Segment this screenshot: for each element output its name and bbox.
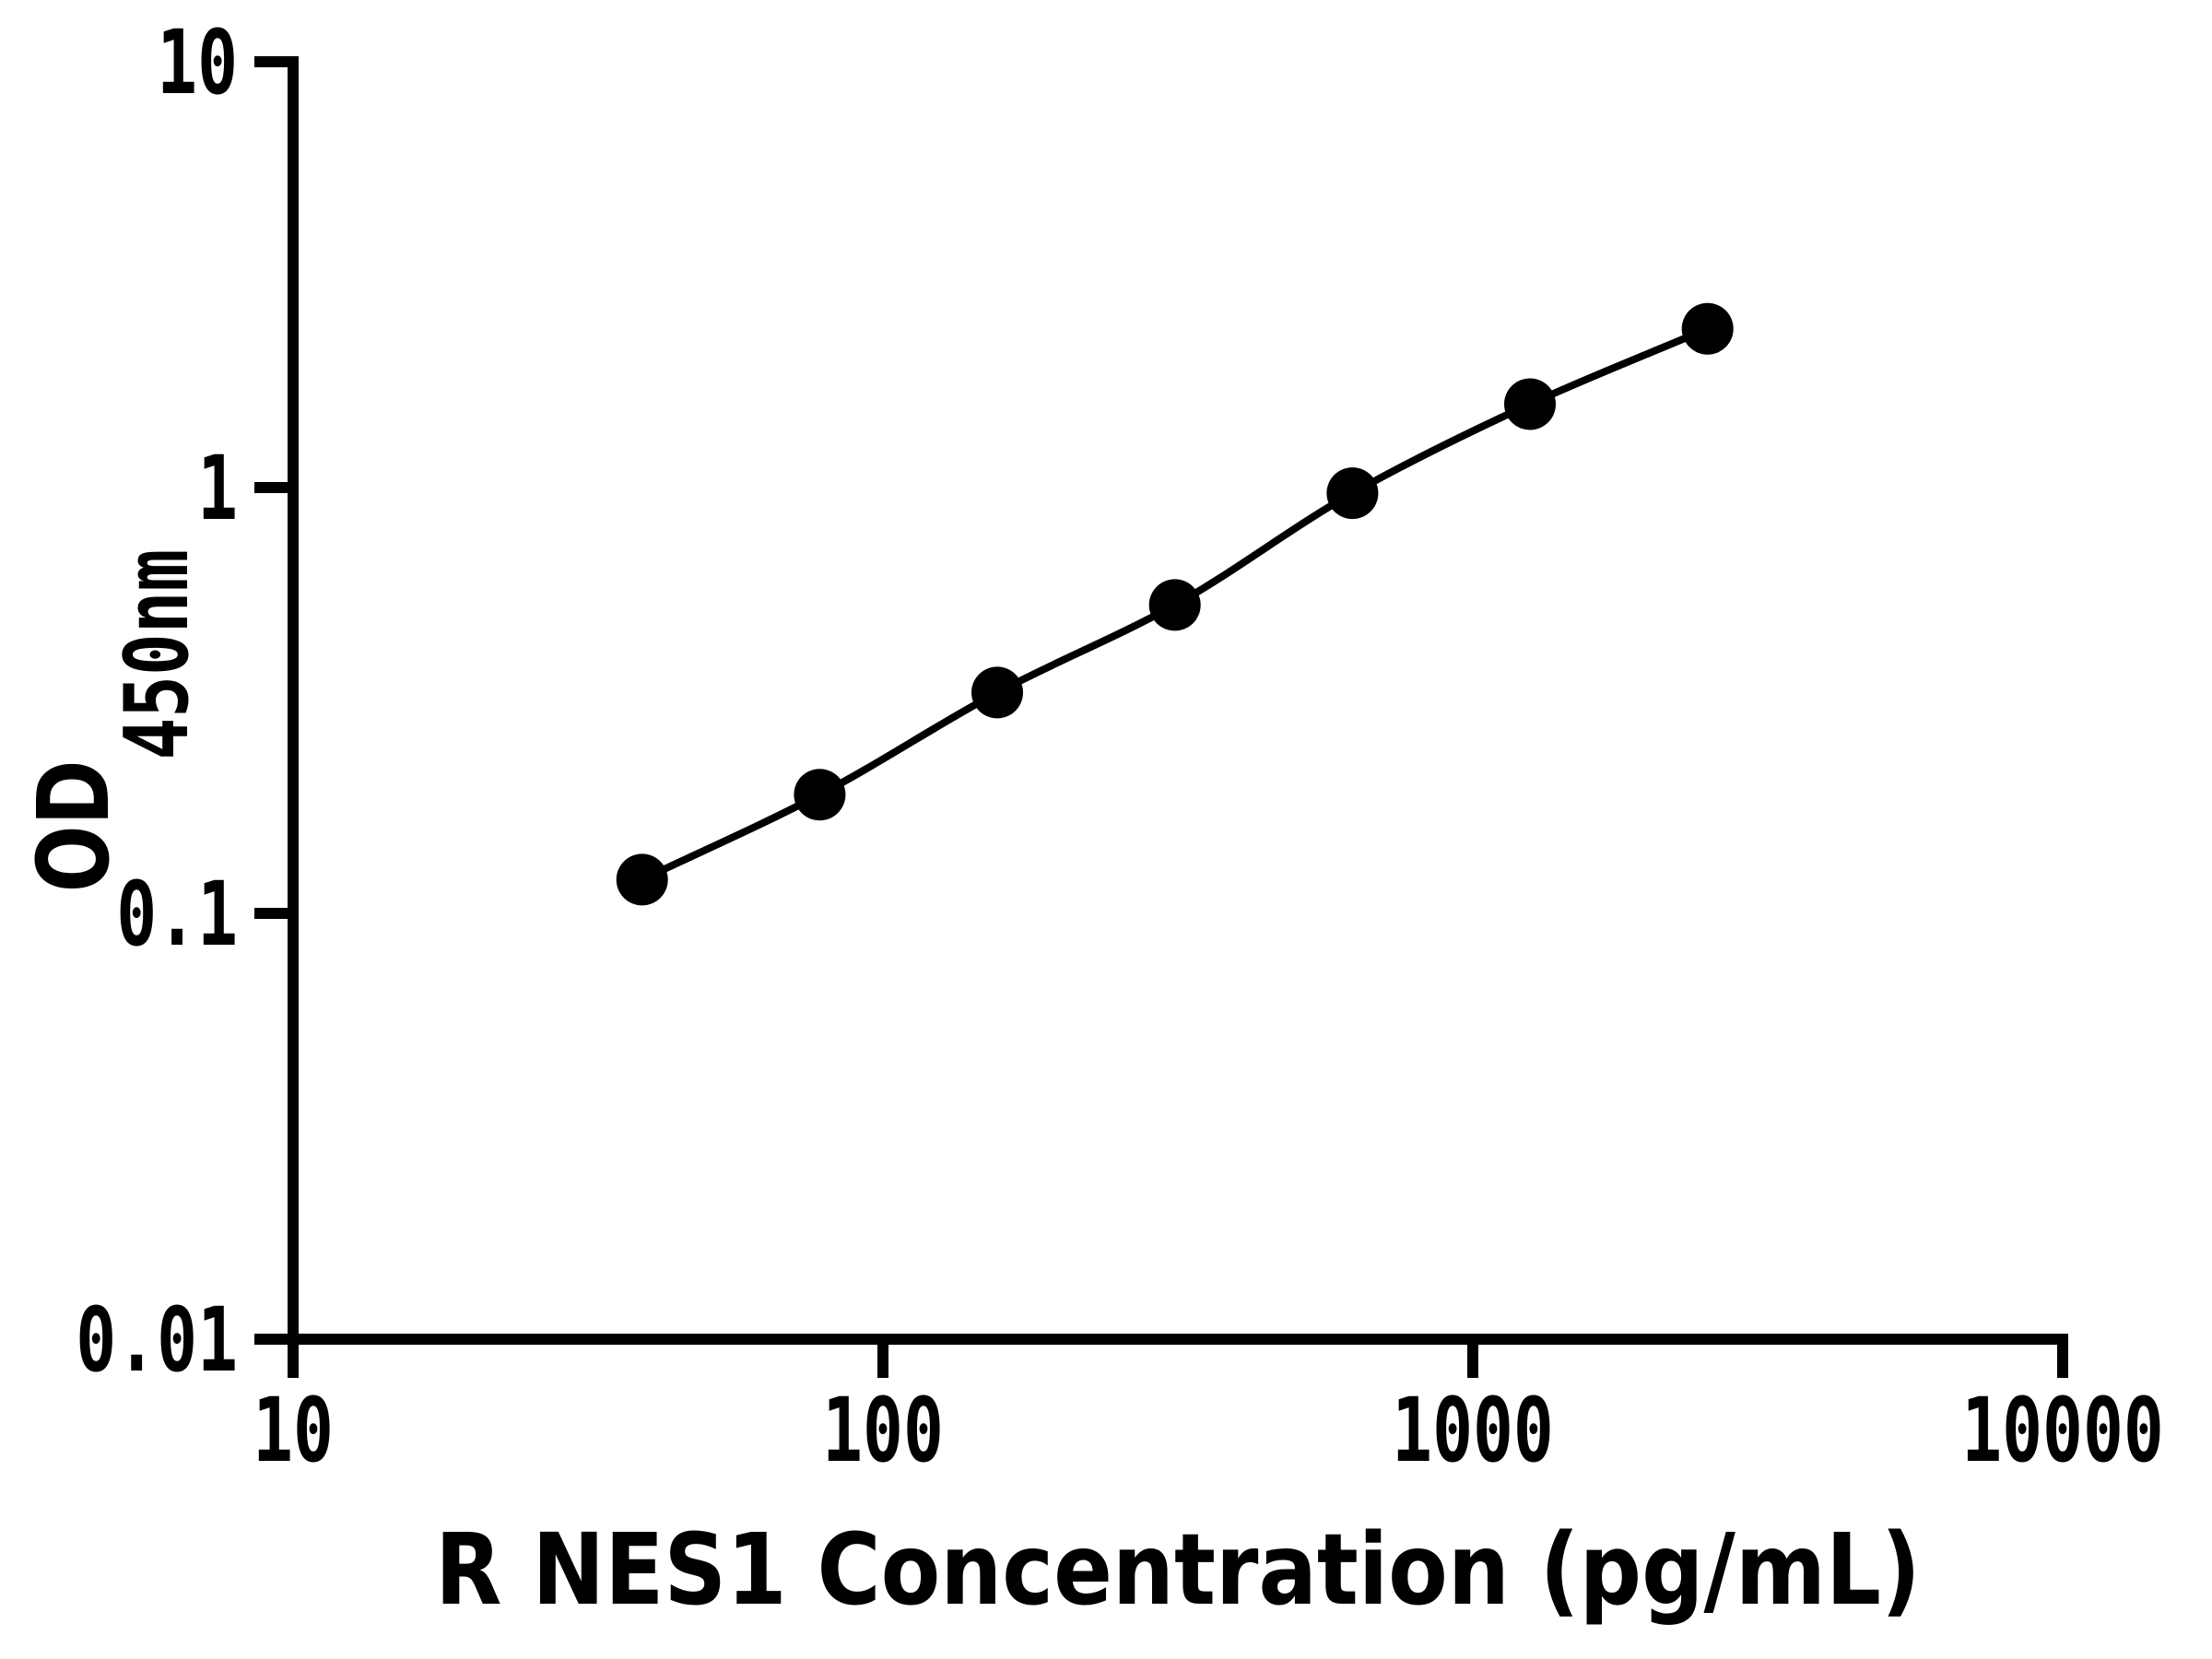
x-tick-label: 1000 xyxy=(1392,1380,1554,1482)
axis-spines xyxy=(288,56,2068,1345)
y-axis-title-main: OD xyxy=(17,759,132,892)
y-tick-label: 0.1 xyxy=(116,864,238,966)
x-tick-label: 100 xyxy=(822,1380,944,1482)
y-tick-label: 0.01 xyxy=(76,1289,238,1392)
data-point xyxy=(1148,579,1201,631)
y-axis-title: OD450nm xyxy=(17,549,209,893)
data-points xyxy=(616,302,1734,906)
x-tick-label: 10000 xyxy=(1961,1380,2164,1482)
x-axis-title: R NES1 Concentration (pg/mL) xyxy=(435,1512,1921,1627)
data-point xyxy=(1504,378,1556,430)
data-point xyxy=(1326,467,1379,520)
data-point xyxy=(1681,302,1734,355)
y-tick-label: 10 xyxy=(157,12,238,114)
data-point xyxy=(971,666,1023,719)
y-axis-tick-labels: 0.01 0.1 1 10 xyxy=(76,12,238,1392)
y-axis-title-subscript: 450nm xyxy=(107,549,208,760)
data-point xyxy=(616,853,668,906)
x-axis-tick-labels: 10 100 1000 10000 xyxy=(253,1380,2164,1482)
x-axis-ticks xyxy=(288,1339,2068,1378)
y-axis-ticks xyxy=(254,56,293,1345)
x-tick-label: 10 xyxy=(253,1380,334,1482)
y-tick-label: 1 xyxy=(197,438,238,540)
data-point xyxy=(794,769,846,821)
